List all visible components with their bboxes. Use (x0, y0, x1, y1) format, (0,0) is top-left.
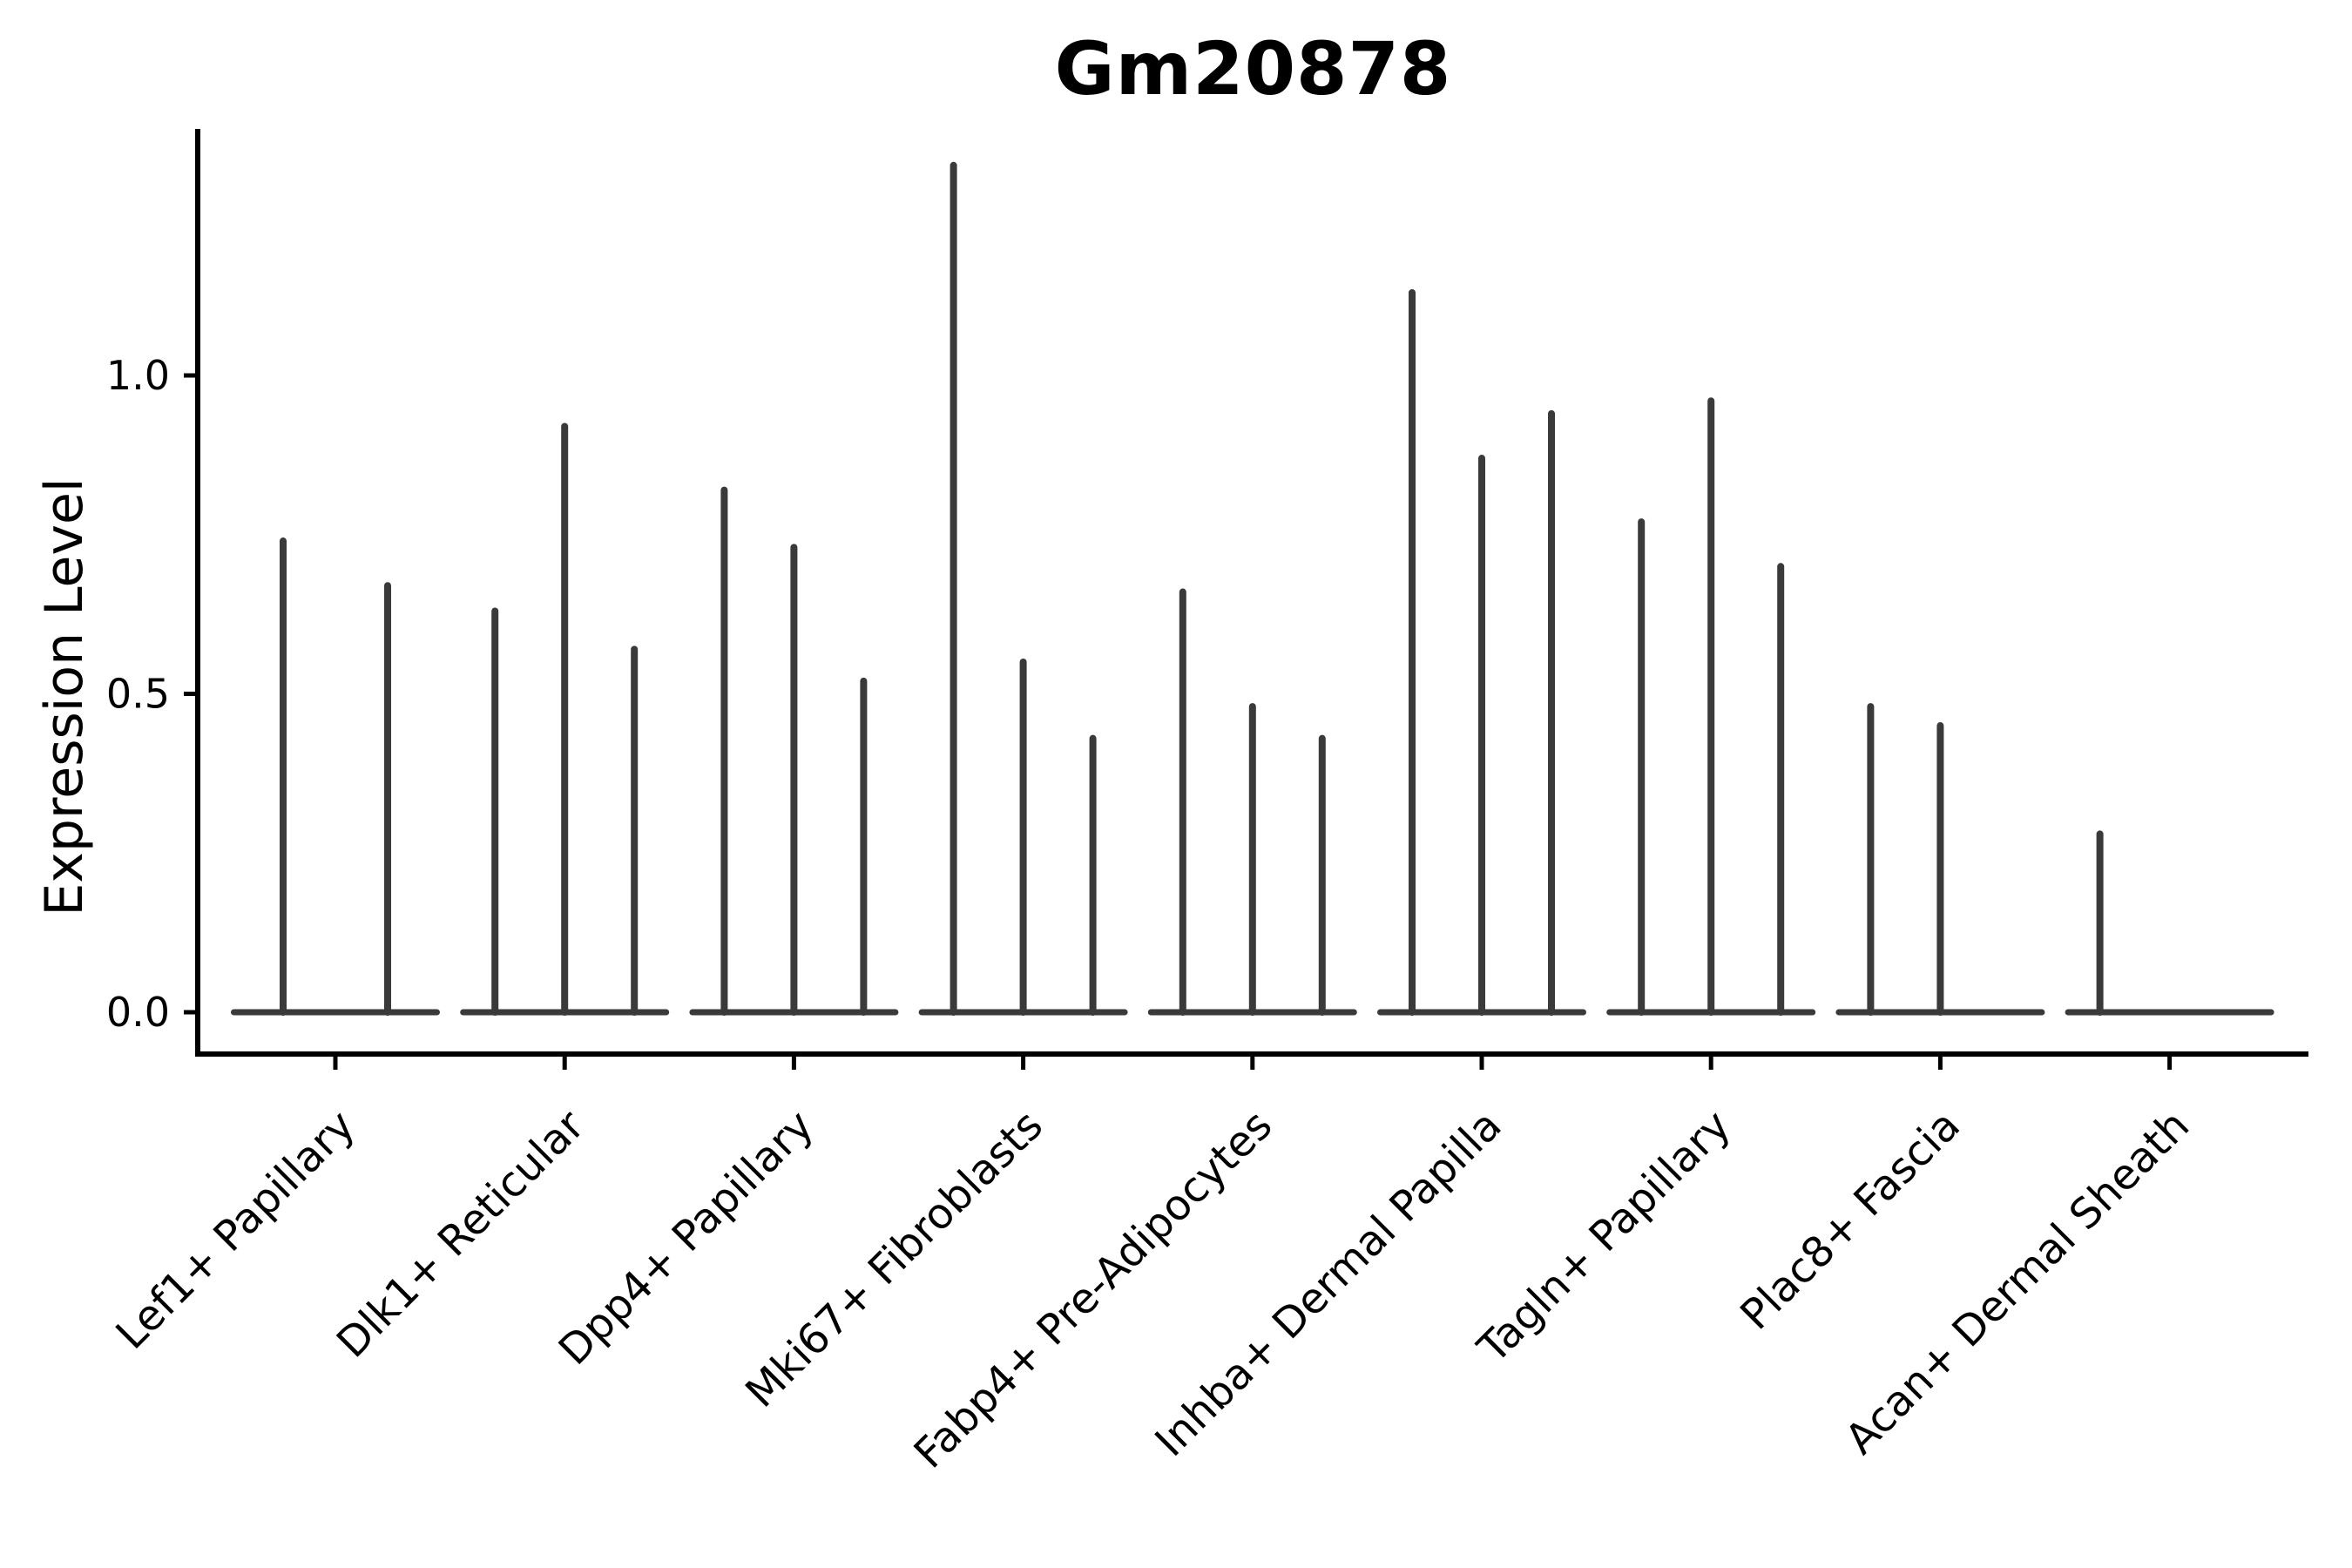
violin-base (231, 1009, 440, 1016)
y-tick-label: 0.0 (106, 989, 170, 1036)
x-tick-label: Plac8+ Fascia (1731, 1101, 1970, 1340)
x-tick-label: Tagln+ Papillary (1468, 1101, 1740, 1373)
y-axis-label: Expression Level (34, 477, 95, 916)
violin-base (2065, 1009, 2274, 1016)
x-tick-label: Dpp4+ Papillary (550, 1101, 823, 1375)
chart-title: Gm20878 (1054, 26, 1452, 112)
x-tick-label: Lef1+ Papillary (107, 1101, 365, 1359)
y-tick-label: 0.5 (106, 671, 170, 718)
x-tick-label: Dlk1+ Reticular (328, 1101, 594, 1368)
y-tick-label: 1.0 (106, 352, 170, 399)
